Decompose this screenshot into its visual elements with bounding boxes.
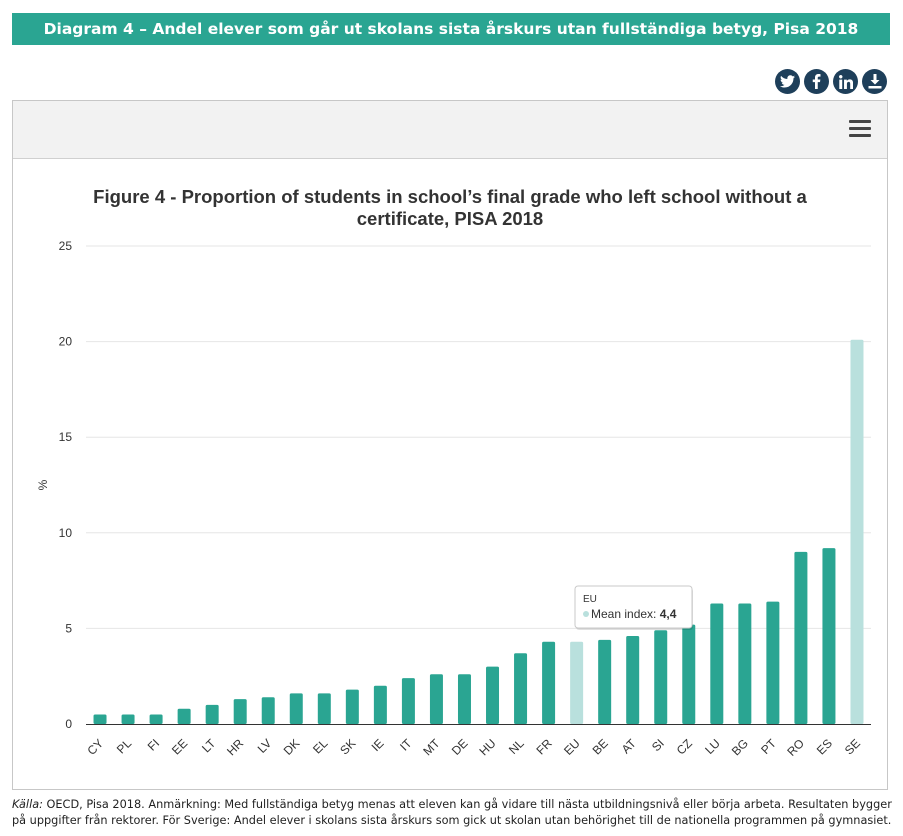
bar-eu xyxy=(570,641,584,724)
x-tick-label: SK xyxy=(337,736,358,757)
y-tick-label: 0 xyxy=(65,717,72,731)
x-tick-label: LV xyxy=(255,736,275,756)
banner-title: Diagram 4 – Andel elever som går ut skol… xyxy=(43,20,859,38)
tooltip-box xyxy=(574,585,693,629)
x-tick-label: LT xyxy=(199,736,219,756)
x-tick-label: PT xyxy=(758,736,779,757)
bar-si xyxy=(654,630,668,724)
x-tick-label: CY xyxy=(84,736,106,758)
bar-hu xyxy=(486,666,500,724)
bar-ie xyxy=(373,685,387,724)
bar-sk xyxy=(345,689,359,724)
bar-se xyxy=(850,339,864,724)
tooltip-value: 4,4 xyxy=(660,607,677,621)
chart-toolbar xyxy=(13,101,887,159)
hamburger-menu-icon[interactable] xyxy=(849,120,871,138)
chart-container: Figure 4 - Proportion of students in sch… xyxy=(12,100,888,790)
x-tick-label: EL xyxy=(310,736,331,757)
bar-nl xyxy=(514,653,528,724)
x-tick-label: FR xyxy=(533,736,554,757)
bar-lv xyxy=(261,697,275,724)
x-tick-label: AT xyxy=(619,736,640,757)
x-tick-label: FI xyxy=(145,736,162,753)
bar-it xyxy=(401,678,415,724)
bar-lu xyxy=(710,603,724,724)
source-label: Källa: xyxy=(12,798,43,811)
y-tick-label: 5 xyxy=(65,621,72,635)
y-tick-label: 15 xyxy=(59,430,73,444)
bar-cy xyxy=(93,714,107,724)
x-tick-label: DK xyxy=(281,736,303,758)
bar-ro xyxy=(794,551,808,724)
x-tick-label: EU xyxy=(561,736,583,758)
bar-bg xyxy=(738,603,752,724)
bar-el xyxy=(317,693,331,724)
bar-es xyxy=(822,548,836,724)
bar-at xyxy=(626,636,640,724)
bar-hr xyxy=(233,699,247,724)
x-tick-label: BE xyxy=(590,736,611,757)
bar-de xyxy=(457,674,471,724)
facebook-icon[interactable] xyxy=(804,69,829,94)
download-icon[interactable] xyxy=(862,69,887,94)
source-text: OECD, Pisa 2018. Anmärkning: Med fullstä… xyxy=(12,798,892,827)
tooltip-label: Mean index: 4,4 xyxy=(591,607,677,621)
linkedin-icon[interactable] xyxy=(833,69,858,94)
x-tick-label: HR xyxy=(224,736,246,758)
x-tick-label: BG xyxy=(729,736,751,758)
bar-fr xyxy=(542,641,556,724)
bar-mt xyxy=(429,674,443,724)
tooltip-marker xyxy=(583,611,589,617)
y-axis-label: % xyxy=(36,479,50,490)
chart-title: Figure 4 - Proportion of students in sch… xyxy=(93,186,807,229)
x-tick-label: LU xyxy=(702,736,723,757)
x-tick-label: IE xyxy=(369,736,387,754)
y-tick-label: 25 xyxy=(59,239,73,253)
source-note: Källa: OECD, Pisa 2018. Anmärkning: Med … xyxy=(12,797,892,829)
y-tick-label: 20 xyxy=(59,335,73,349)
x-tick-label: NL xyxy=(506,736,527,757)
bar-ee xyxy=(177,708,191,724)
x-tick-label: MT xyxy=(420,736,443,759)
x-tick-label: ES xyxy=(814,736,835,757)
bar-be xyxy=(598,639,612,724)
x-tick-label: IT xyxy=(397,736,415,754)
x-tick-label: DE xyxy=(449,736,471,758)
bar-cz xyxy=(682,624,696,724)
x-tick-label: EE xyxy=(169,736,190,757)
x-tick-label: RO xyxy=(784,736,807,759)
x-tick-label: SE xyxy=(842,736,863,757)
y-tick-label: 10 xyxy=(59,526,73,540)
twitter-icon[interactable] xyxy=(775,69,800,94)
x-tick-label: PL xyxy=(114,736,135,757)
bar-lt xyxy=(205,704,219,724)
share-toolbar xyxy=(775,69,887,94)
diagram-banner: Diagram 4 – Andel elever som går ut skol… xyxy=(12,13,890,45)
bar-dk xyxy=(289,693,303,724)
x-tick-label: SI xyxy=(649,736,667,754)
tooltip-category: EU xyxy=(583,594,597,605)
x-tick-label: CZ xyxy=(674,736,695,757)
bar-pt xyxy=(766,601,780,724)
x-tick-label: HU xyxy=(476,736,498,758)
bar-fi xyxy=(149,714,163,724)
bar-pl xyxy=(121,714,135,724)
